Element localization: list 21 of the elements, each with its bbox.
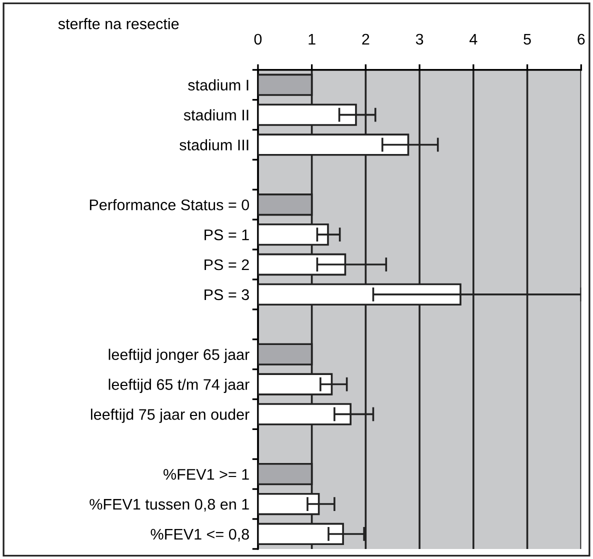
x-tick-label: 1 bbox=[308, 34, 316, 44]
y-tick-label: %FEV1 >= 1 bbox=[164, 469, 249, 480]
x-tick-label: 4 bbox=[470, 34, 478, 44]
x-tick-label: 2 bbox=[362, 34, 370, 44]
x-tick-label: 3 bbox=[416, 34, 424, 45]
y-tick-label: %FEV1 tussen 0,8 en 1 bbox=[90, 498, 249, 512]
y-tick-label: leeftijd 75 jaar en ouder bbox=[90, 408, 250, 423]
y-tick-label: stadium III bbox=[180, 139, 248, 150]
y-tick-label: %FEV1 <= 0,8 bbox=[150, 528, 249, 542]
y-tick-label: leeftijd jonger 65 jaar bbox=[108, 348, 250, 364]
x-tick-label: 5 bbox=[524, 34, 531, 45]
text: sterfte na resectie bbox=[58, 18, 179, 30]
y-tick-label: PS = 1 bbox=[204, 229, 249, 240]
y-tick-label: leeftijd 65 t/m 74 jaar bbox=[108, 378, 250, 393]
y-tick-label: Performance Status = 0 bbox=[90, 199, 250, 210]
y-tick-label: PS = 3 bbox=[204, 289, 249, 300]
y-tick-label: stadium II bbox=[184, 109, 248, 120]
y-tick-label: stadium I bbox=[188, 79, 248, 91]
x-tick-label: 6 bbox=[578, 34, 585, 45]
y-tick-label: PS = 2 bbox=[204, 259, 249, 270]
x-tick-label: 0 bbox=[254, 34, 262, 45]
